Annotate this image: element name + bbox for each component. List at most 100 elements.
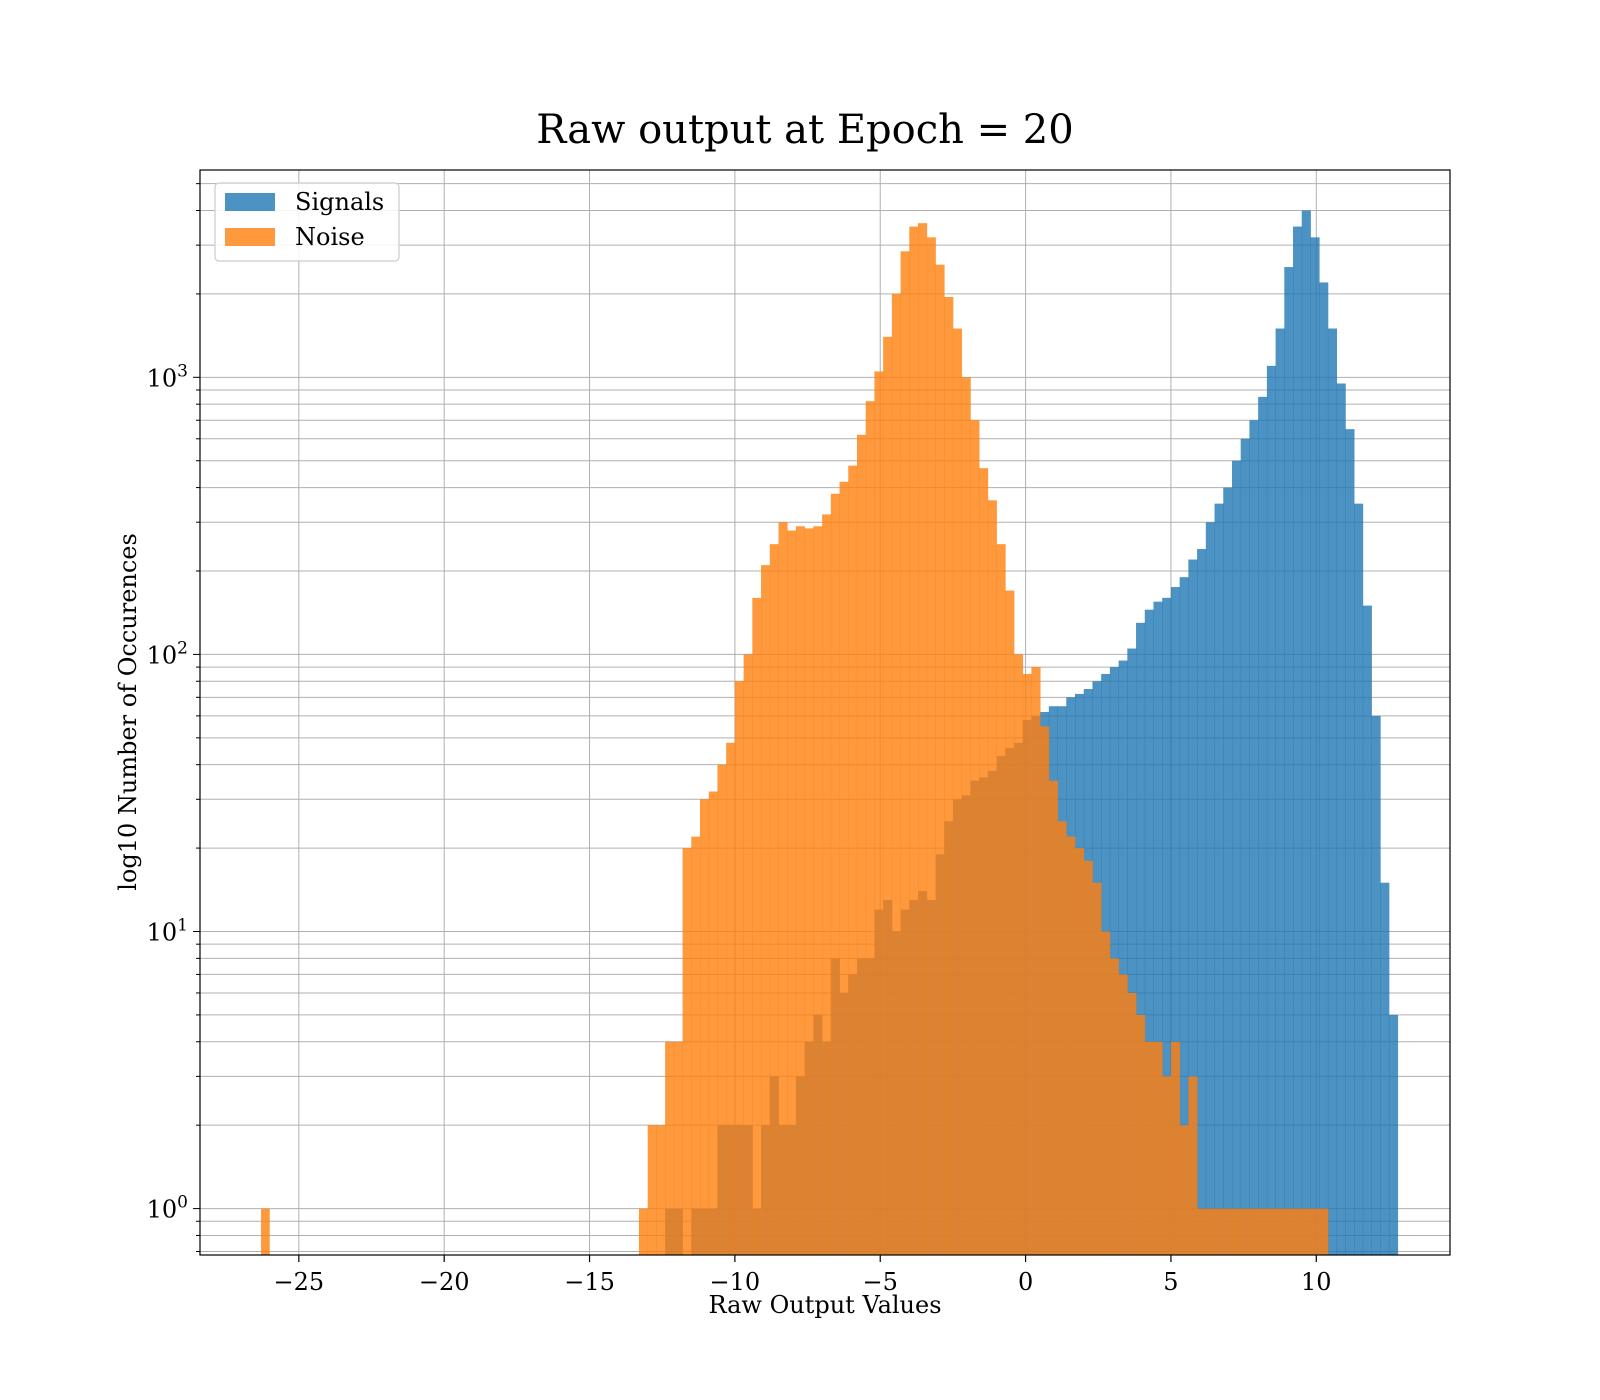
bar-noise [691, 836, 701, 1255]
legend-label-noise: Noise [295, 223, 365, 251]
bar-noise [1118, 974, 1128, 1255]
bar-noise [665, 1041, 675, 1255]
bar-noise [1048, 780, 1058, 1255]
bar-noise [970, 420, 980, 1255]
bar-signals [1345, 429, 1355, 1255]
bar-noise [1153, 1041, 1163, 1255]
bar-signals [1301, 210, 1311, 1256]
bar-signals [1354, 503, 1364, 1255]
bar-noise [1301, 1208, 1311, 1255]
bar-noise [1127, 992, 1137, 1255]
bar-signals [1310, 237, 1320, 1255]
y-tick-label: 102 [147, 638, 188, 669]
bar-noise [743, 654, 753, 1255]
bar-noise [673, 1041, 683, 1255]
x-tick-label: 5 [1163, 1268, 1178, 1296]
legend-swatch-noise [225, 228, 275, 246]
bar-signals [1388, 1014, 1399, 1255]
bar-noise [708, 791, 718, 1255]
y-tick-label: 103 [147, 361, 188, 392]
bar-noise [804, 528, 814, 1255]
bar-noise [1040, 726, 1050, 1255]
bar-noise [682, 848, 692, 1255]
y-tick-label: 101 [147, 915, 188, 946]
bar-noise [1092, 882, 1102, 1255]
bar-noise [1136, 1014, 1146, 1255]
bar-signals [1319, 282, 1329, 1256]
bar-noise [1266, 1208, 1276, 1255]
bar-noise [1223, 1208, 1233, 1255]
bar-noise [874, 371, 884, 1255]
bar-signals [1205, 522, 1215, 1255]
bar-noise [961, 377, 971, 1255]
bar-noise [638, 1208, 649, 1255]
bar-noise [1162, 1076, 1172, 1255]
bar-noise [778, 522, 788, 1255]
x-tick-label: −5 [863, 1268, 898, 1296]
bar-signals [1336, 383, 1346, 1255]
bar-noise [1179, 1125, 1189, 1255]
x-axis-ticks: −25 −20 −15 −10 −5 0 5 10 [274, 1255, 1332, 1296]
bar-noise [952, 328, 963, 1255]
histogram-bars [261, 210, 1399, 1256]
bar-noise [1249, 1208, 1259, 1255]
bar-noise [787, 530, 797, 1255]
bar-signals [1170, 587, 1181, 1255]
bar-signals [1266, 365, 1276, 1255]
bar-noise [1066, 836, 1076, 1255]
bar-noise [839, 481, 849, 1255]
bar-noise [830, 493, 840, 1255]
bar-noise [996, 544, 1006, 1255]
bar-noise [1083, 860, 1093, 1255]
bar-signals [1371, 715, 1381, 1255]
bar-noise [918, 223, 928, 1255]
bar-noise [865, 401, 875, 1255]
bar-noise [1240, 1208, 1250, 1255]
x-axis-label: Raw Output Values [708, 1291, 941, 1319]
bar-signals [1223, 487, 1233, 1256]
bar-signals [1275, 328, 1285, 1255]
legend-swatch-signals [225, 193, 275, 211]
bar-noise [1319, 1208, 1329, 1255]
bar-noise [761, 565, 771, 1255]
bar-signals [1293, 226, 1303, 1256]
bar-noise [1310, 1208, 1320, 1255]
bar-signals [1214, 503, 1224, 1255]
bar-noise [1005, 590, 1015, 1255]
bar-signals [1284, 267, 1294, 1255]
y-tick-label: 100 [147, 1193, 188, 1224]
y-axis-ticks: 100 101 102 103 [147, 183, 200, 1253]
bar-noise [1188, 1076, 1198, 1255]
bar-noise [1144, 1041, 1154, 1255]
bar-noise [1205, 1208, 1215, 1255]
bar-signals [1231, 460, 1242, 1256]
series-noise [261, 223, 1329, 1256]
bar-noise [656, 1125, 666, 1255]
x-tick-label: 10 [1301, 1268, 1332, 1296]
bar-noise [883, 336, 893, 1255]
bar-noise [926, 237, 936, 1255]
bar-noise [1057, 821, 1067, 1255]
bar-noise [944, 296, 954, 1255]
bar-noise [726, 742, 736, 1255]
bar-noise [1197, 1208, 1207, 1255]
bar-noise [935, 264, 945, 1255]
bar-noise [987, 500, 997, 1255]
bar-signals [1249, 420, 1259, 1255]
bar-noise [891, 293, 901, 1255]
bar-signals [1188, 559, 1198, 1255]
bar-signals [1240, 438, 1250, 1256]
bar-signals [1127, 648, 1137, 1255]
bar-noise [647, 1125, 657, 1255]
bar-noise [1284, 1208, 1294, 1255]
bar-signals [1362, 605, 1372, 1255]
bar-noise [752, 597, 762, 1255]
x-tick-label: −20 [419, 1268, 470, 1296]
bar-noise [795, 526, 806, 1255]
legend: Signals Noise [214, 182, 400, 262]
x-tick-label: −25 [274, 1268, 325, 1296]
bar-signals [1179, 577, 1189, 1255]
bar-noise [769, 544, 779, 1255]
bar-signals [1144, 609, 1154, 1255]
